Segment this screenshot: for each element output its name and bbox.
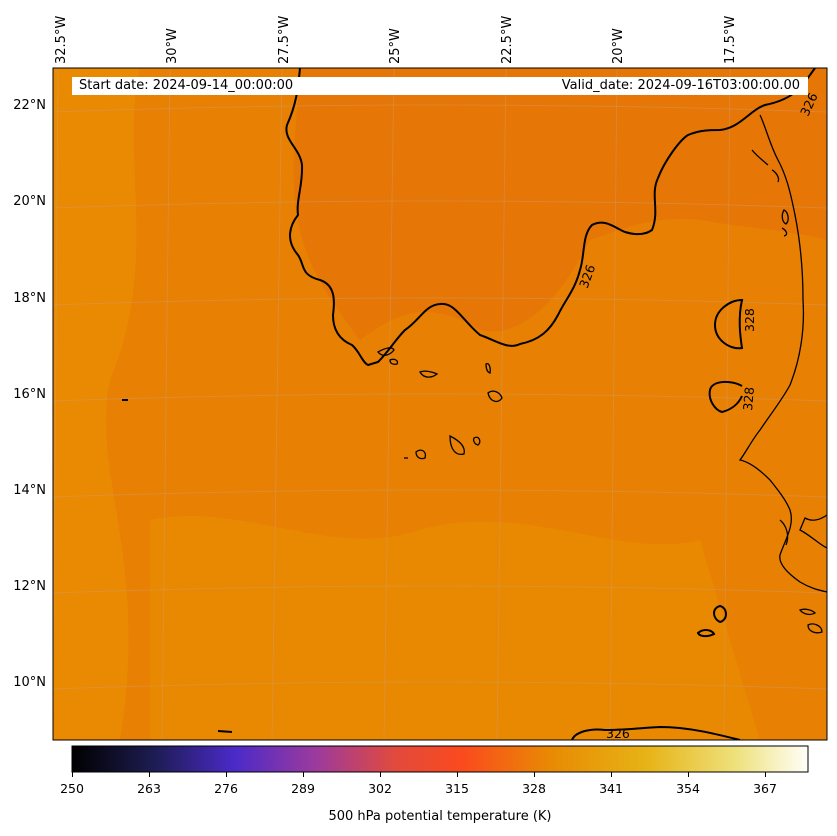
lat-label: 14°N: [13, 483, 46, 498]
contour-label-326: 326: [606, 726, 630, 741]
start-date-label: Start date: 2024-09-14_00:00:00: [79, 78, 294, 93]
lon-label: 27.5°W: [277, 15, 292, 64]
map-frame: [52, 67, 828, 741]
contour-small: [217, 730, 233, 733]
lon-label: 32.5°W: [54, 15, 69, 64]
colorbar-tick-label: 341: [599, 781, 623, 796]
contour-326-line: [571, 725, 741, 740]
contour-label-328: 328: [742, 308, 757, 332]
colorbar-tick-label: 289: [291, 781, 315, 796]
colorbar-tick-label: 250: [60, 781, 84, 796]
lat-label: 22°N: [13, 98, 46, 113]
temperature-field: [53, 68, 827, 740]
coastal-islands: [751, 149, 823, 634]
colorbar: [71, 745, 809, 773]
lat-label: 10°N: [13, 675, 46, 690]
contour-small: [713, 604, 727, 624]
lat-label: 18°N: [13, 291, 46, 306]
field-light-region: [53, 68, 140, 740]
colorbar-tick-label: 302: [368, 781, 392, 796]
colorbar-title: 500 hPa potential temperature (K): [328, 809, 552, 824]
lon-label: 25°W: [388, 28, 403, 64]
africa-coastline: [738, 114, 827, 593]
contour-326-line: [285, 68, 816, 367]
lat-label: 20°N: [13, 194, 46, 209]
lon-label: 22.5°W: [500, 15, 515, 64]
colorbar-tick-label: 276: [214, 781, 238, 796]
lon-label: 20°W: [611, 28, 626, 64]
field-dark-region: [293, 68, 827, 340]
colorbar-tick-label: 367: [753, 781, 777, 796]
graticule: [53, 68, 827, 740]
colorbar-tick-label: 354: [676, 781, 700, 796]
colorbar-tick-label: 315: [445, 781, 469, 796]
africa-coastline: [799, 514, 827, 549]
lat-label: 12°N: [13, 579, 46, 594]
lat-label: 16°N: [13, 387, 46, 402]
valid-date-label: Valid_date: 2024-09-16T03:00:00.00: [561, 78, 800, 93]
contour-small: [696, 629, 716, 638]
cape-verde-islands: [377, 347, 503, 460]
contour-328-line: [713, 298, 744, 350]
info-box: Start date: 2024-09-14_00:00:00 Valid_da…: [72, 77, 808, 95]
lon-label: 30°W: [165, 28, 180, 64]
lon-label: 17.5°W: [723, 15, 738, 64]
colorbar-tick-label: 328: [522, 781, 546, 796]
colorbar-tick-label: 263: [137, 781, 161, 796]
contour-label-328: 328: [740, 386, 758, 412]
contour-328-line: [708, 380, 743, 414]
field-light-region: [150, 515, 760, 740]
